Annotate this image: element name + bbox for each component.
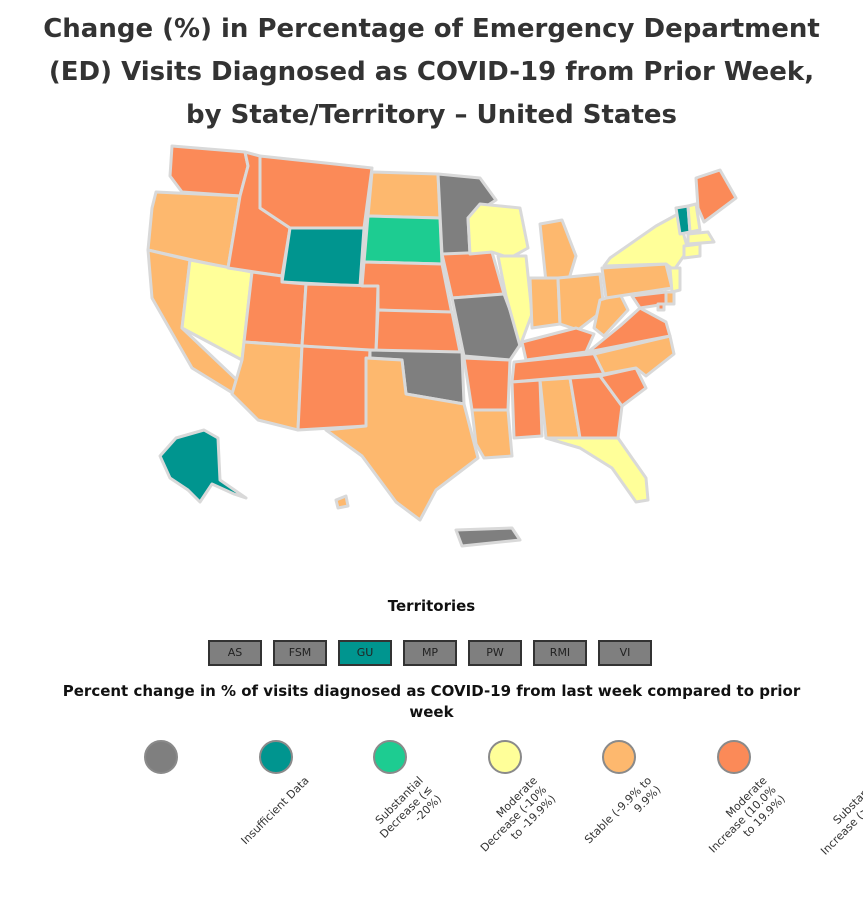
state-va[interactable] <box>586 306 672 354</box>
territory-as[interactable]: AS <box>208 640 262 666</box>
legend-swatch-stable[interactable] <box>487 740 522 774</box>
state-ct[interactable] <box>682 242 702 260</box>
state-ma[interactable] <box>686 230 716 246</box>
state-az[interactable] <box>230 340 304 432</box>
state-me[interactable] <box>694 168 738 224</box>
state-co[interactable] <box>300 282 380 354</box>
legend-label: Insufficient Data <box>238 774 312 848</box>
legend-item: Substantial Decrease (≤ -20%) <box>258 740 444 841</box>
title-line-1: Change (%) in Percentage of Emergency De… <box>43 14 820 44</box>
legend-item: Stable (-9.9% to 9.9%) <box>487 740 664 846</box>
state-ak[interactable] <box>158 428 248 504</box>
territory-gu[interactable]: GU <box>338 640 392 666</box>
legend-heading: Percent change in % of visits diagnosed … <box>62 682 801 721</box>
legend-swatch-substantial-increase[interactable] <box>716 740 751 774</box>
territory-pw[interactable]: PW <box>468 640 522 666</box>
territory-fsm[interactable]: FSM <box>273 640 327 666</box>
state-ny[interactable] <box>602 212 690 272</box>
state-in[interactable] <box>528 276 562 330</box>
legend-item: Insufficient Data <box>144 740 311 847</box>
title-line-2: (ED) Visits Diagnosed as COVID-19 from P… <box>48 57 815 87</box>
state-ms[interactable] <box>510 378 544 440</box>
legend-swatch-moderate-decrease[interactable] <box>373 740 407 774</box>
state-wy[interactable] <box>280 226 366 288</box>
state-mo[interactable] <box>450 292 524 362</box>
state-il[interactable] <box>496 254 534 348</box>
territories-heading: Territories <box>387 597 476 615</box>
legend-item: Moderate Increase (10.0% to 19.9%) <box>602 740 788 856</box>
state-dc[interactable] <box>656 302 666 312</box>
territory-vi[interactable]: VI <box>598 640 652 666</box>
state-ar[interactable] <box>462 356 512 412</box>
state-wi[interactable] <box>466 202 530 260</box>
title-line-3: by State/Territory – United States <box>185 100 677 130</box>
state-oh[interactable] <box>556 272 606 332</box>
state-nh[interactable] <box>686 202 702 234</box>
legend-label: Substantial Decrease (≤ -20%) <box>372 774 445 841</box>
territory-rmi[interactable]: RMI <box>533 640 587 666</box>
state-mt[interactable] <box>258 154 374 230</box>
legend-swatch-insufficient[interactable] <box>144 740 178 774</box>
legend-item: Substantial Increase (≥20%) <box>716 740 863 858</box>
state-nj[interactable] <box>668 266 682 294</box>
state-tx[interactable] <box>324 356 480 522</box>
legend-label: Substantial Increase (≥20%) <box>818 774 863 858</box>
state-fl[interactable] <box>544 436 650 504</box>
state-wa[interactable] <box>168 144 250 198</box>
legend-label: Stable (-9.9% to 9.9%) <box>582 774 664 847</box>
state-la[interactable] <box>470 408 514 460</box>
us-state-map <box>146 144 738 548</box>
state-ia[interactable] <box>440 250 506 300</box>
state-ky[interactable] <box>520 326 596 362</box>
chart-title: Change (%) in Percentage of Emergency De… <box>0 8 863 137</box>
state-mi[interactable] <box>538 218 578 284</box>
legend-item: Moderate Decrease (-10% to -19.9%) <box>373 740 559 854</box>
legend-swatch-moderate-increase[interactable] <box>602 740 636 774</box>
territory-mp[interactable]: MP <box>403 640 457 666</box>
legend-label: Moderate Increase (10.0% to 19.9%) <box>706 774 788 856</box>
state-nd[interactable] <box>366 170 442 220</box>
state-ut[interactable] <box>242 270 308 348</box>
state-ga[interactable] <box>568 374 624 440</box>
state-hi[interactable] <box>334 494 350 510</box>
state-pr[interactable] <box>454 526 522 548</box>
legend-swatch-substantial-decrease[interactable] <box>258 740 293 774</box>
legend-label: Moderate Decrease (-10% to -19.9%) <box>478 774 559 855</box>
state-nm[interactable] <box>296 344 372 432</box>
state-ks[interactable] <box>374 308 462 354</box>
state-sd[interactable] <box>362 214 444 266</box>
